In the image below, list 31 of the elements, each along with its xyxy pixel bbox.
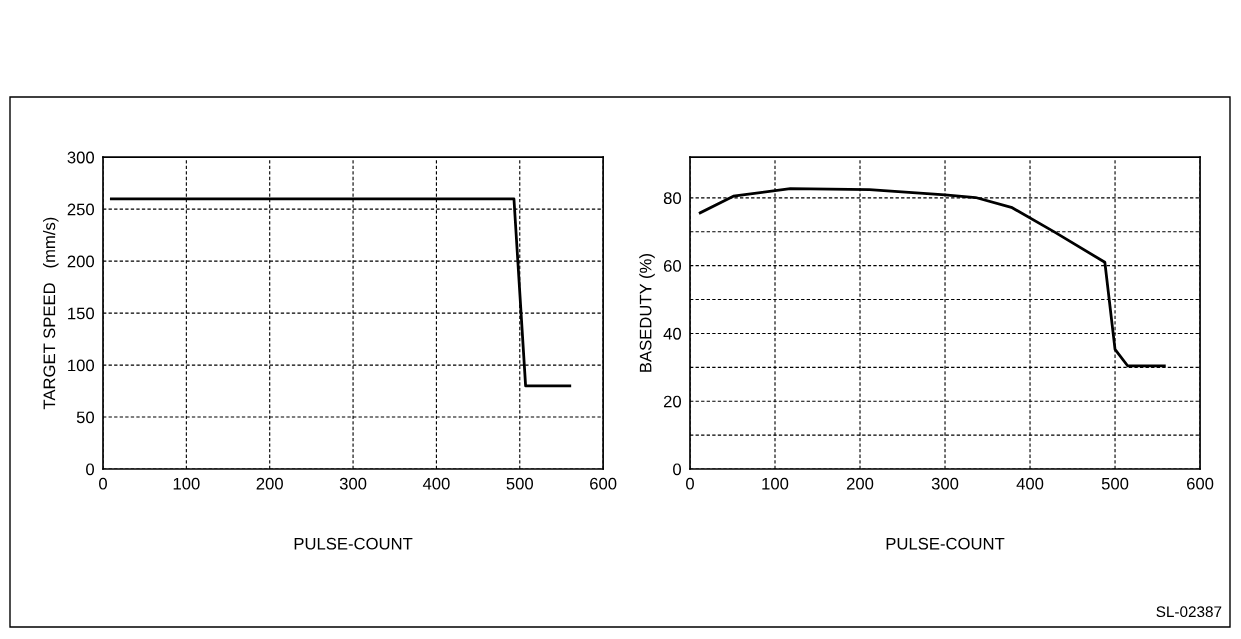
x-tick-label: 100 xyxy=(173,477,200,490)
x-tick-label: 400 xyxy=(422,477,450,490)
y-tick-label: 300 xyxy=(67,151,95,164)
y-tick-label: 100 xyxy=(68,359,95,372)
y-tick-label: 50 xyxy=(76,411,95,424)
x-tick-label: 300 xyxy=(339,477,367,490)
x-tick-label: 200 xyxy=(256,477,283,490)
y-tick-label: 80 xyxy=(663,192,682,205)
x-axis-title: PULSE-COUNT xyxy=(294,537,413,550)
y-tick-label: 60 xyxy=(663,260,682,272)
x-tick-label: 100 xyxy=(762,477,789,490)
y-tick-label: 0 xyxy=(86,463,95,476)
y-axis-title: TARGET SPEED (mm/s) xyxy=(43,217,59,410)
y-tick-label: 40 xyxy=(663,327,682,340)
x-tick-label: 200 xyxy=(846,477,874,490)
y-tick-label: 0 xyxy=(673,463,682,476)
x-tick-label: 500 xyxy=(506,477,534,490)
x-tick-label: 600 xyxy=(1186,477,1214,490)
text: SL-02387 xyxy=(1156,606,1222,618)
x-tick-label: 600 xyxy=(590,477,617,490)
x-tick-label: 0 xyxy=(686,477,694,490)
y-tick-label: 200 xyxy=(67,255,95,268)
y-tick-label: 250 xyxy=(67,203,95,216)
x-tick-label: 500 xyxy=(1101,477,1129,490)
x-tick-label: 400 xyxy=(1016,477,1044,490)
y-axis-title: BASEDUTY (%) xyxy=(639,254,655,372)
y-tick-label: 150 xyxy=(68,307,95,320)
x-tick-label: 0 xyxy=(99,477,107,490)
x-tick-label: 300 xyxy=(931,477,959,490)
x-axis-title: PULSE-COUNT xyxy=(886,537,1005,550)
y-tick-label: 20 xyxy=(663,395,682,408)
